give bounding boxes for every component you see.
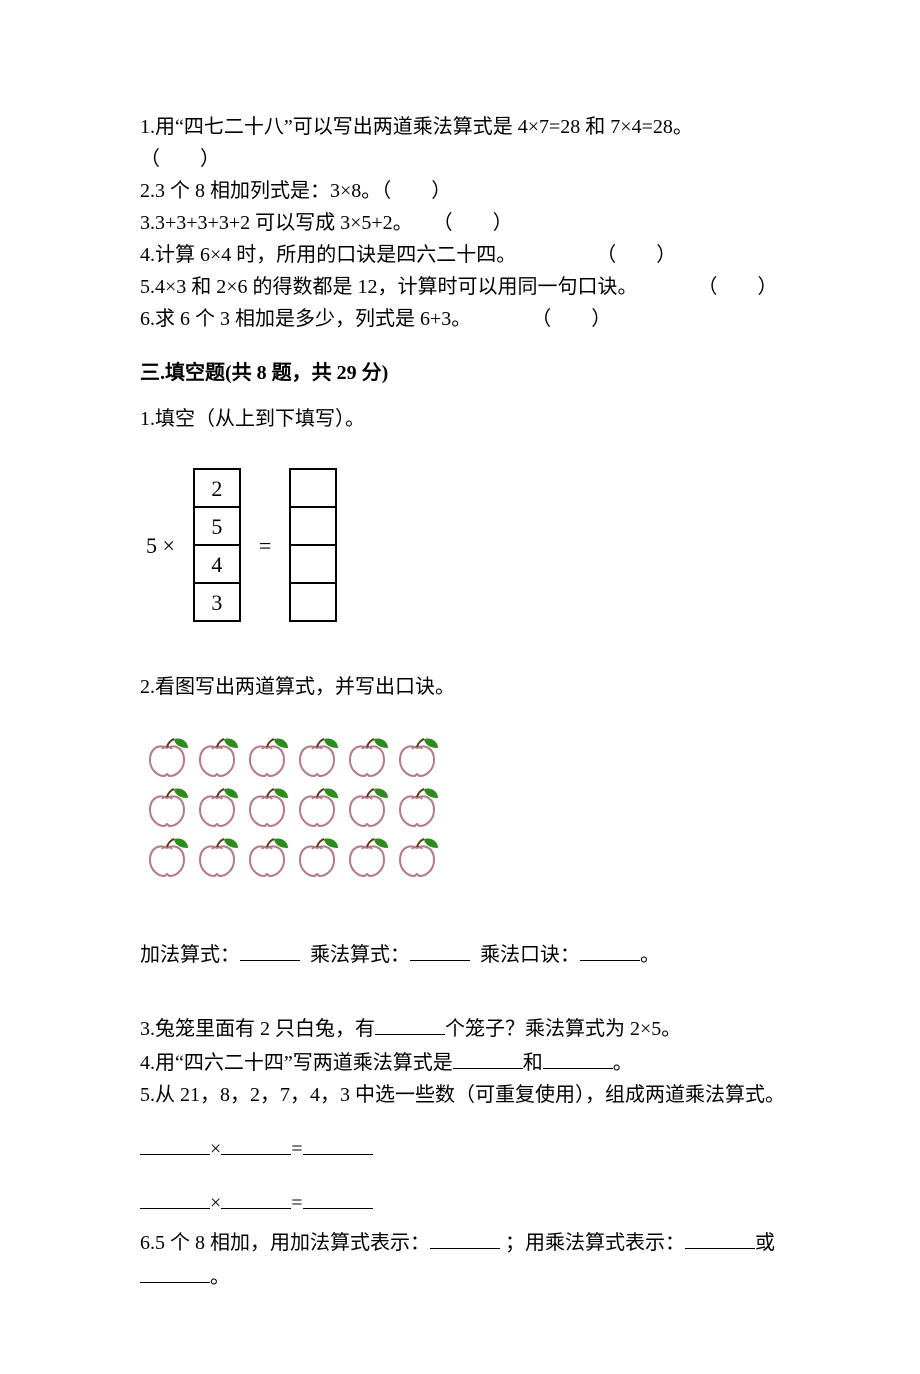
times: × <box>210 1138 221 1160</box>
fill-q6-b: ；用乘法算式表示： <box>505 1232 685 1254</box>
fill-q6: 6.5 个 8 相加，用加法算式表示： ；用乘法算式表示： 或 <box>140 1226 790 1258</box>
fill-q1-label: 5 × <box>146 529 175 562</box>
tf-q1-paren-text: （ ） <box>140 148 220 170</box>
apple-icon <box>344 734 390 780</box>
blank <box>140 1260 210 1283</box>
period: 。 <box>640 944 660 966</box>
cell: 2 <box>194 469 240 507</box>
fill-q1-intro: 1.填空（从上到下填写）。 <box>140 404 790 434</box>
tf-q1-paren: （ ） <box>140 144 790 174</box>
fill-q3-b: 个笼子？乘法算式为 2×5。 <box>445 1018 681 1040</box>
blank <box>410 938 470 961</box>
fill-q1-right-col <box>289 468 337 622</box>
tf-q5: 5.4×3 和 2×6 的得数都是 12，计算时可以用同一句口诀。 （ ） <box>140 272 790 302</box>
apple-icon <box>244 784 290 830</box>
fill-q6-line2: 。 <box>140 1260 790 1292</box>
apple-icon <box>394 734 440 780</box>
fill-q1-eq: = <box>259 529 271 562</box>
fill-q5-eq2: ×= <box>140 1186 790 1218</box>
blank <box>140 1186 210 1209</box>
tf-q4: 4.计算 6×4 时，所用的口诀是四六二十四。 （ ） <box>140 240 790 270</box>
cell <box>290 469 336 507</box>
apple-icon <box>144 734 190 780</box>
fill-q6-a: 6.5 个 8 相加，用加法算式表示： <box>140 1232 430 1254</box>
apple-row <box>144 734 790 780</box>
tf-q6-text: 6.求 6 个 3 相加是多少，列式是 6+3。 （ ） <box>140 308 611 330</box>
cell: 3 <box>194 583 240 621</box>
fill-q4-c: 。 <box>613 1052 633 1074</box>
apple-icon <box>294 834 340 880</box>
apple-row <box>144 834 790 880</box>
apple-grid <box>144 734 790 880</box>
tf-q1: 1.用“四七二十八”可以写出两道乘法算式是 4×7=28 和 7×4=28。 <box>140 112 790 142</box>
cell: 5 <box>194 507 240 545</box>
apple-icon <box>344 834 390 880</box>
tf-q4-text: 4.计算 6×4 时，所用的口诀是四六二十四。 （ ） <box>140 244 676 266</box>
blank <box>543 1046 613 1069</box>
cell <box>290 583 336 621</box>
apple-icon <box>194 834 240 880</box>
blank <box>303 1132 373 1155</box>
rule-label: 乘法口诀： <box>480 944 580 966</box>
fill-q3-a: 3.兔笼里面有 2 只白兔，有 <box>140 1018 375 1040</box>
add-label: 加法算式： <box>140 944 240 966</box>
apple-row <box>144 784 790 830</box>
fill-q5-eq1: ×= <box>140 1132 790 1164</box>
tf-q6: 6.求 6 个 3 相加是多少，列式是 6+3。 （ ） <box>140 304 790 334</box>
blank <box>430 1226 500 1249</box>
fill-q5: 5.从 21，8，2，7，4，3 中选一些数（可重复使用），组成两道乘法算式。 <box>140 1080 790 1110</box>
blank <box>221 1186 291 1209</box>
blank <box>240 938 300 961</box>
fill-q4-a: 4.用“四六二十四”写两道乘法算式是 <box>140 1052 453 1074</box>
blank <box>303 1186 373 1209</box>
blank <box>375 1012 445 1035</box>
apple-icon <box>394 784 440 830</box>
eq: = <box>291 1138 302 1160</box>
apple-icon <box>294 734 340 780</box>
tf-q2: 2.3 个 8 相加列式是：3×8。（ ） <box>140 176 790 206</box>
cell: 4 <box>194 545 240 583</box>
blank <box>685 1226 755 1249</box>
apple-icon <box>244 734 290 780</box>
fill-q6-d: 。 <box>210 1266 230 1288</box>
blank <box>221 1132 291 1155</box>
tf-q3-text: 3.3+3+3+3+2 可以写成 3×5+2。 （ ） <box>140 212 513 234</box>
blank <box>140 1132 210 1155</box>
times: × <box>210 1192 221 1214</box>
fill-q4-b: 和 <box>523 1052 543 1074</box>
tf-q5-text: 5.4×3 和 2×6 的得数都是 12，计算时可以用同一句口诀。 （ ） <box>140 276 778 298</box>
apple-icon <box>144 834 190 880</box>
fill-q2-labels: 加法算式： 乘法算式： 乘法口诀： 。 <box>140 938 790 970</box>
fill-q6-c: 或 <box>755 1232 775 1254</box>
apple-icon <box>344 784 390 830</box>
eq: = <box>291 1192 302 1214</box>
mul-label: 乘法算式： <box>310 944 410 966</box>
apple-icon <box>144 784 190 830</box>
apple-icon <box>294 784 340 830</box>
fill-q4: 4.用“四六二十四”写两道乘法算式是 和 。 <box>140 1046 790 1078</box>
fill-q2-intro: 2.看图写出两道算式，并写出口诀。 <box>140 672 790 702</box>
apple-icon <box>244 834 290 880</box>
blank <box>453 1046 523 1069</box>
apple-icon <box>194 734 240 780</box>
tf-q3: 3.3+3+3+3+2 可以写成 3×5+2。 （ ） <box>140 208 790 238</box>
blank <box>580 938 640 961</box>
fill-header: 三.填空题(共 8 题，共 29 分) <box>140 358 790 388</box>
apple-icon <box>394 834 440 880</box>
cell <box>290 507 336 545</box>
tf-q2-text: 2.3 个 8 相加列式是：3×8。（ ） <box>140 180 451 202</box>
cell <box>290 545 336 583</box>
fill-q1-left-col: 2 5 4 3 <box>193 468 241 622</box>
fill-q1-figure: 5 × 2 5 4 3 = <box>146 468 790 622</box>
tf-q1-text: 1.用“四七二十八”可以写出两道乘法算式是 4×7=28 和 7×4=28。 <box>140 116 693 138</box>
fill-q3: 3.兔笼里面有 2 只白兔，有 个笼子？乘法算式为 2×5。 <box>140 1012 790 1044</box>
apple-icon <box>194 784 240 830</box>
